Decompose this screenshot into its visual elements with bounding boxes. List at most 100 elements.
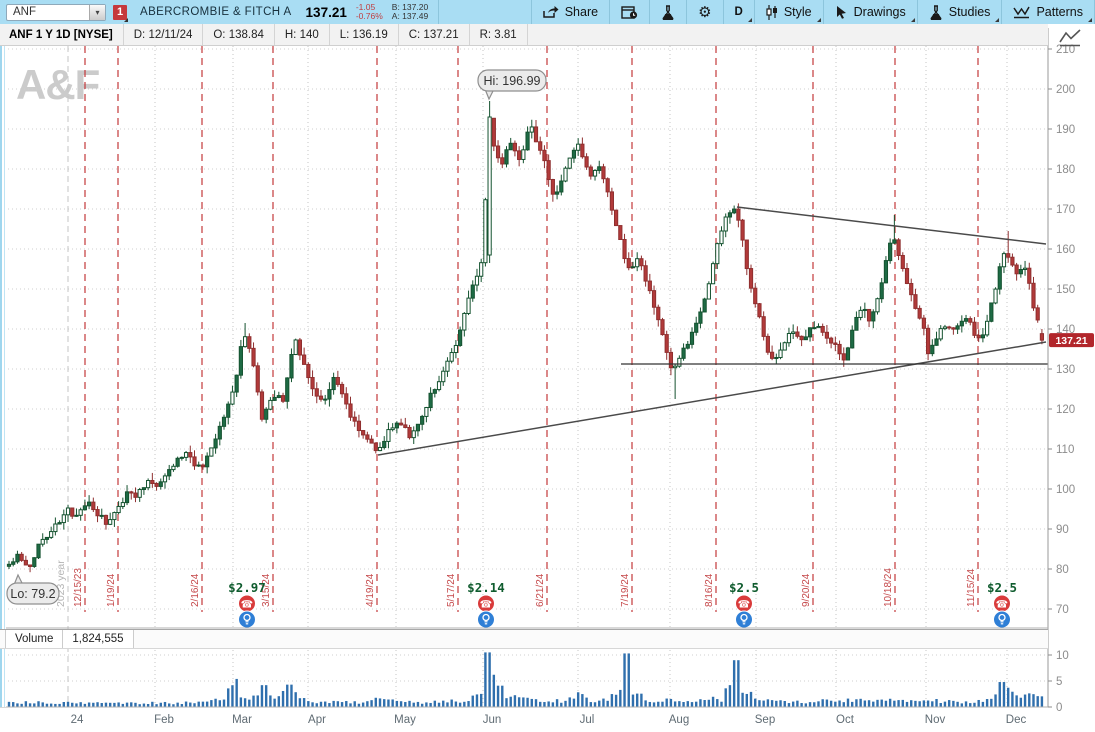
price-axis-scale-icon[interactable] bbox=[1059, 29, 1081, 47]
month-label: Jul bbox=[580, 714, 595, 726]
svg-text:5: 5 bbox=[1056, 676, 1062, 688]
candles bbox=[6, 101, 1045, 573]
share-icon bbox=[542, 6, 559, 18]
month-label: Mar bbox=[232, 714, 252, 726]
hi-annotation: Hi: 196.99 bbox=[477, 69, 547, 101]
earnings-report-icon[interactable] bbox=[993, 610, 1011, 629]
style-label: Style bbox=[783, 5, 812, 19]
month-label: Dec bbox=[1006, 714, 1027, 726]
eps-label: $2.97 bbox=[228, 580, 266, 595]
dropdown-corner-icon bbox=[747, 18, 752, 22]
svg-text:170: 170 bbox=[1056, 204, 1075, 216]
last-price-badge: 137.21 bbox=[1049, 333, 1094, 348]
earnings-report-icon[interactable] bbox=[238, 610, 256, 629]
trendlines[interactable] bbox=[377, 206, 1048, 456]
drawings-button[interactable]: Drawings bbox=[822, 0, 917, 24]
backtest-flask-button[interactable] bbox=[649, 0, 686, 24]
candlestick-style-icon bbox=[766, 4, 777, 20]
svg-text:5/17/24: 5/17/24 bbox=[446, 573, 457, 607]
patterns-label: Patterns bbox=[1036, 5, 1083, 19]
dropdown-corner-icon bbox=[910, 18, 915, 22]
timeframe-button[interactable]: D bbox=[722, 0, 754, 24]
lo-annotation: Lo: 79.2 bbox=[6, 573, 60, 605]
toolbar-separator bbox=[438, 0, 440, 24]
svg-text:70: 70 bbox=[1056, 604, 1069, 616]
last-price: 137.21 bbox=[305, 4, 347, 20]
svg-text:90: 90 bbox=[1056, 524, 1069, 536]
left-panel-handle[interactable] bbox=[0, 24, 6, 707]
dropdown-corner-icon bbox=[816, 18, 821, 22]
earnings-markers[interactable]: $2.97 ☎ $2.14 ☎ $2.5 ☎ $2.5 ☎ bbox=[228, 580, 1017, 629]
symbol-input[interactable]: ANF ▾ bbox=[6, 3, 106, 21]
dropdown-corner-icon bbox=[1088, 18, 1092, 22]
svg-text:Hi: 196.99: Hi: 196.99 bbox=[484, 74, 541, 88]
company-name: ABERCROMBIE & FITCH A bbox=[140, 6, 292, 18]
month-label: May bbox=[394, 714, 416, 726]
svg-text:8/16/24: 8/16/24 bbox=[704, 573, 715, 607]
share-label: Share bbox=[564, 5, 599, 19]
settings-button[interactable]: ⚙ bbox=[686, 0, 722, 24]
svg-text:130: 130 bbox=[1056, 364, 1075, 376]
chart-watermark: A&F bbox=[16, 61, 101, 108]
style-button[interactable]: Style bbox=[753, 0, 823, 24]
ohlc-date: D: 12/11/24 bbox=[124, 24, 204, 45]
svg-text:200: 200 bbox=[1056, 84, 1075, 96]
dropdown-corner-icon bbox=[995, 18, 1000, 22]
news-window-icon bbox=[621, 5, 638, 19]
svg-text:7/19/24: 7/19/24 bbox=[620, 573, 631, 607]
studies-button[interactable]: Studies bbox=[916, 0, 1002, 24]
volume-bars bbox=[7, 652, 1044, 707]
ohlc-range: R: 3.81 bbox=[470, 24, 528, 45]
svg-text:0: 0 bbox=[1056, 702, 1062, 714]
phone-glyph: ☎ bbox=[996, 600, 1008, 611]
top-toolbar: ANF ▾ 1 ABERCROMBIE & FITCH A 137.21 -1.… bbox=[0, 0, 1095, 24]
watchlist-count: 1 bbox=[116, 6, 124, 18]
patterns-button[interactable]: Patterns bbox=[1001, 0, 1095, 24]
volume-value: 1,824,555 bbox=[63, 630, 134, 648]
flask-icon bbox=[662, 4, 674, 20]
change-pct: -0.76% bbox=[355, 11, 383, 21]
month-label: Feb bbox=[154, 714, 174, 726]
phone-glyph: ☎ bbox=[241, 600, 253, 611]
bid-value: B: 137.20 bbox=[391, 2, 429, 12]
earnings-report-icon[interactable] bbox=[477, 610, 495, 629]
svg-text:150: 150 bbox=[1056, 284, 1075, 296]
svg-text:11/15/24: 11/15/24 bbox=[966, 568, 977, 607]
time-axis-labels[interactable]: 24 Feb Mar Apr May Jun Jul Aug Sep Oct Nov Dec bbox=[71, 714, 1027, 726]
symbol-dropdown-icon[interactable]: ▾ bbox=[89, 4, 105, 20]
ohlc-high: H: 140 bbox=[275, 24, 330, 45]
drawings-label: Drawings bbox=[853, 5, 906, 19]
share-button[interactable]: Share bbox=[530, 0, 609, 24]
month-label: Apr bbox=[308, 714, 326, 726]
svg-text:100: 100 bbox=[1056, 484, 1075, 496]
ask-value: A: 137.49 bbox=[391, 11, 429, 21]
trendline[interactable] bbox=[736, 206, 1047, 245]
watchlist-badge[interactable]: 1 bbox=[113, 4, 128, 22]
svg-text:140: 140 bbox=[1056, 324, 1075, 336]
svg-text:A&F: A&F bbox=[16, 61, 100, 108]
svg-text:120: 120 bbox=[1056, 404, 1075, 416]
svg-text:137.21: 137.21 bbox=[1055, 335, 1087, 347]
ohlc-open: O: 138.84 bbox=[203, 24, 275, 45]
volume-gridlines bbox=[8, 654, 1048, 682]
svg-text:10/18/24: 10/18/24 bbox=[883, 568, 894, 607]
change-abs: -1.05 bbox=[355, 2, 376, 12]
news-alerts-button[interactable] bbox=[609, 0, 649, 24]
month-label: Oct bbox=[836, 714, 855, 726]
svg-text:12/15/23: 12/15/23 bbox=[73, 568, 84, 607]
svg-text:180: 180 bbox=[1056, 164, 1075, 176]
price-axis[interactable]: 2102001901801701601501401301201101009080… bbox=[0, 28, 1095, 729]
trendline[interactable] bbox=[377, 341, 1047, 456]
symbol-value: ANF bbox=[13, 6, 36, 18]
month-label: Sep bbox=[755, 714, 775, 726]
phone-glyph: ☎ bbox=[738, 600, 750, 611]
earnings-report-icon[interactable] bbox=[735, 610, 753, 629]
svg-text:10: 10 bbox=[1056, 650, 1069, 662]
chart-title: ANF 1 Y 1D [NYSE] bbox=[0, 24, 124, 45]
volume-header-strip: Volume 1,824,555 bbox=[0, 629, 1048, 649]
studies-label: Studies bbox=[948, 5, 991, 19]
svg-text:3/15/24: 3/15/24 bbox=[261, 573, 272, 607]
svg-text:160: 160 bbox=[1056, 244, 1075, 256]
svg-text:9/20/24: 9/20/24 bbox=[801, 573, 812, 607]
